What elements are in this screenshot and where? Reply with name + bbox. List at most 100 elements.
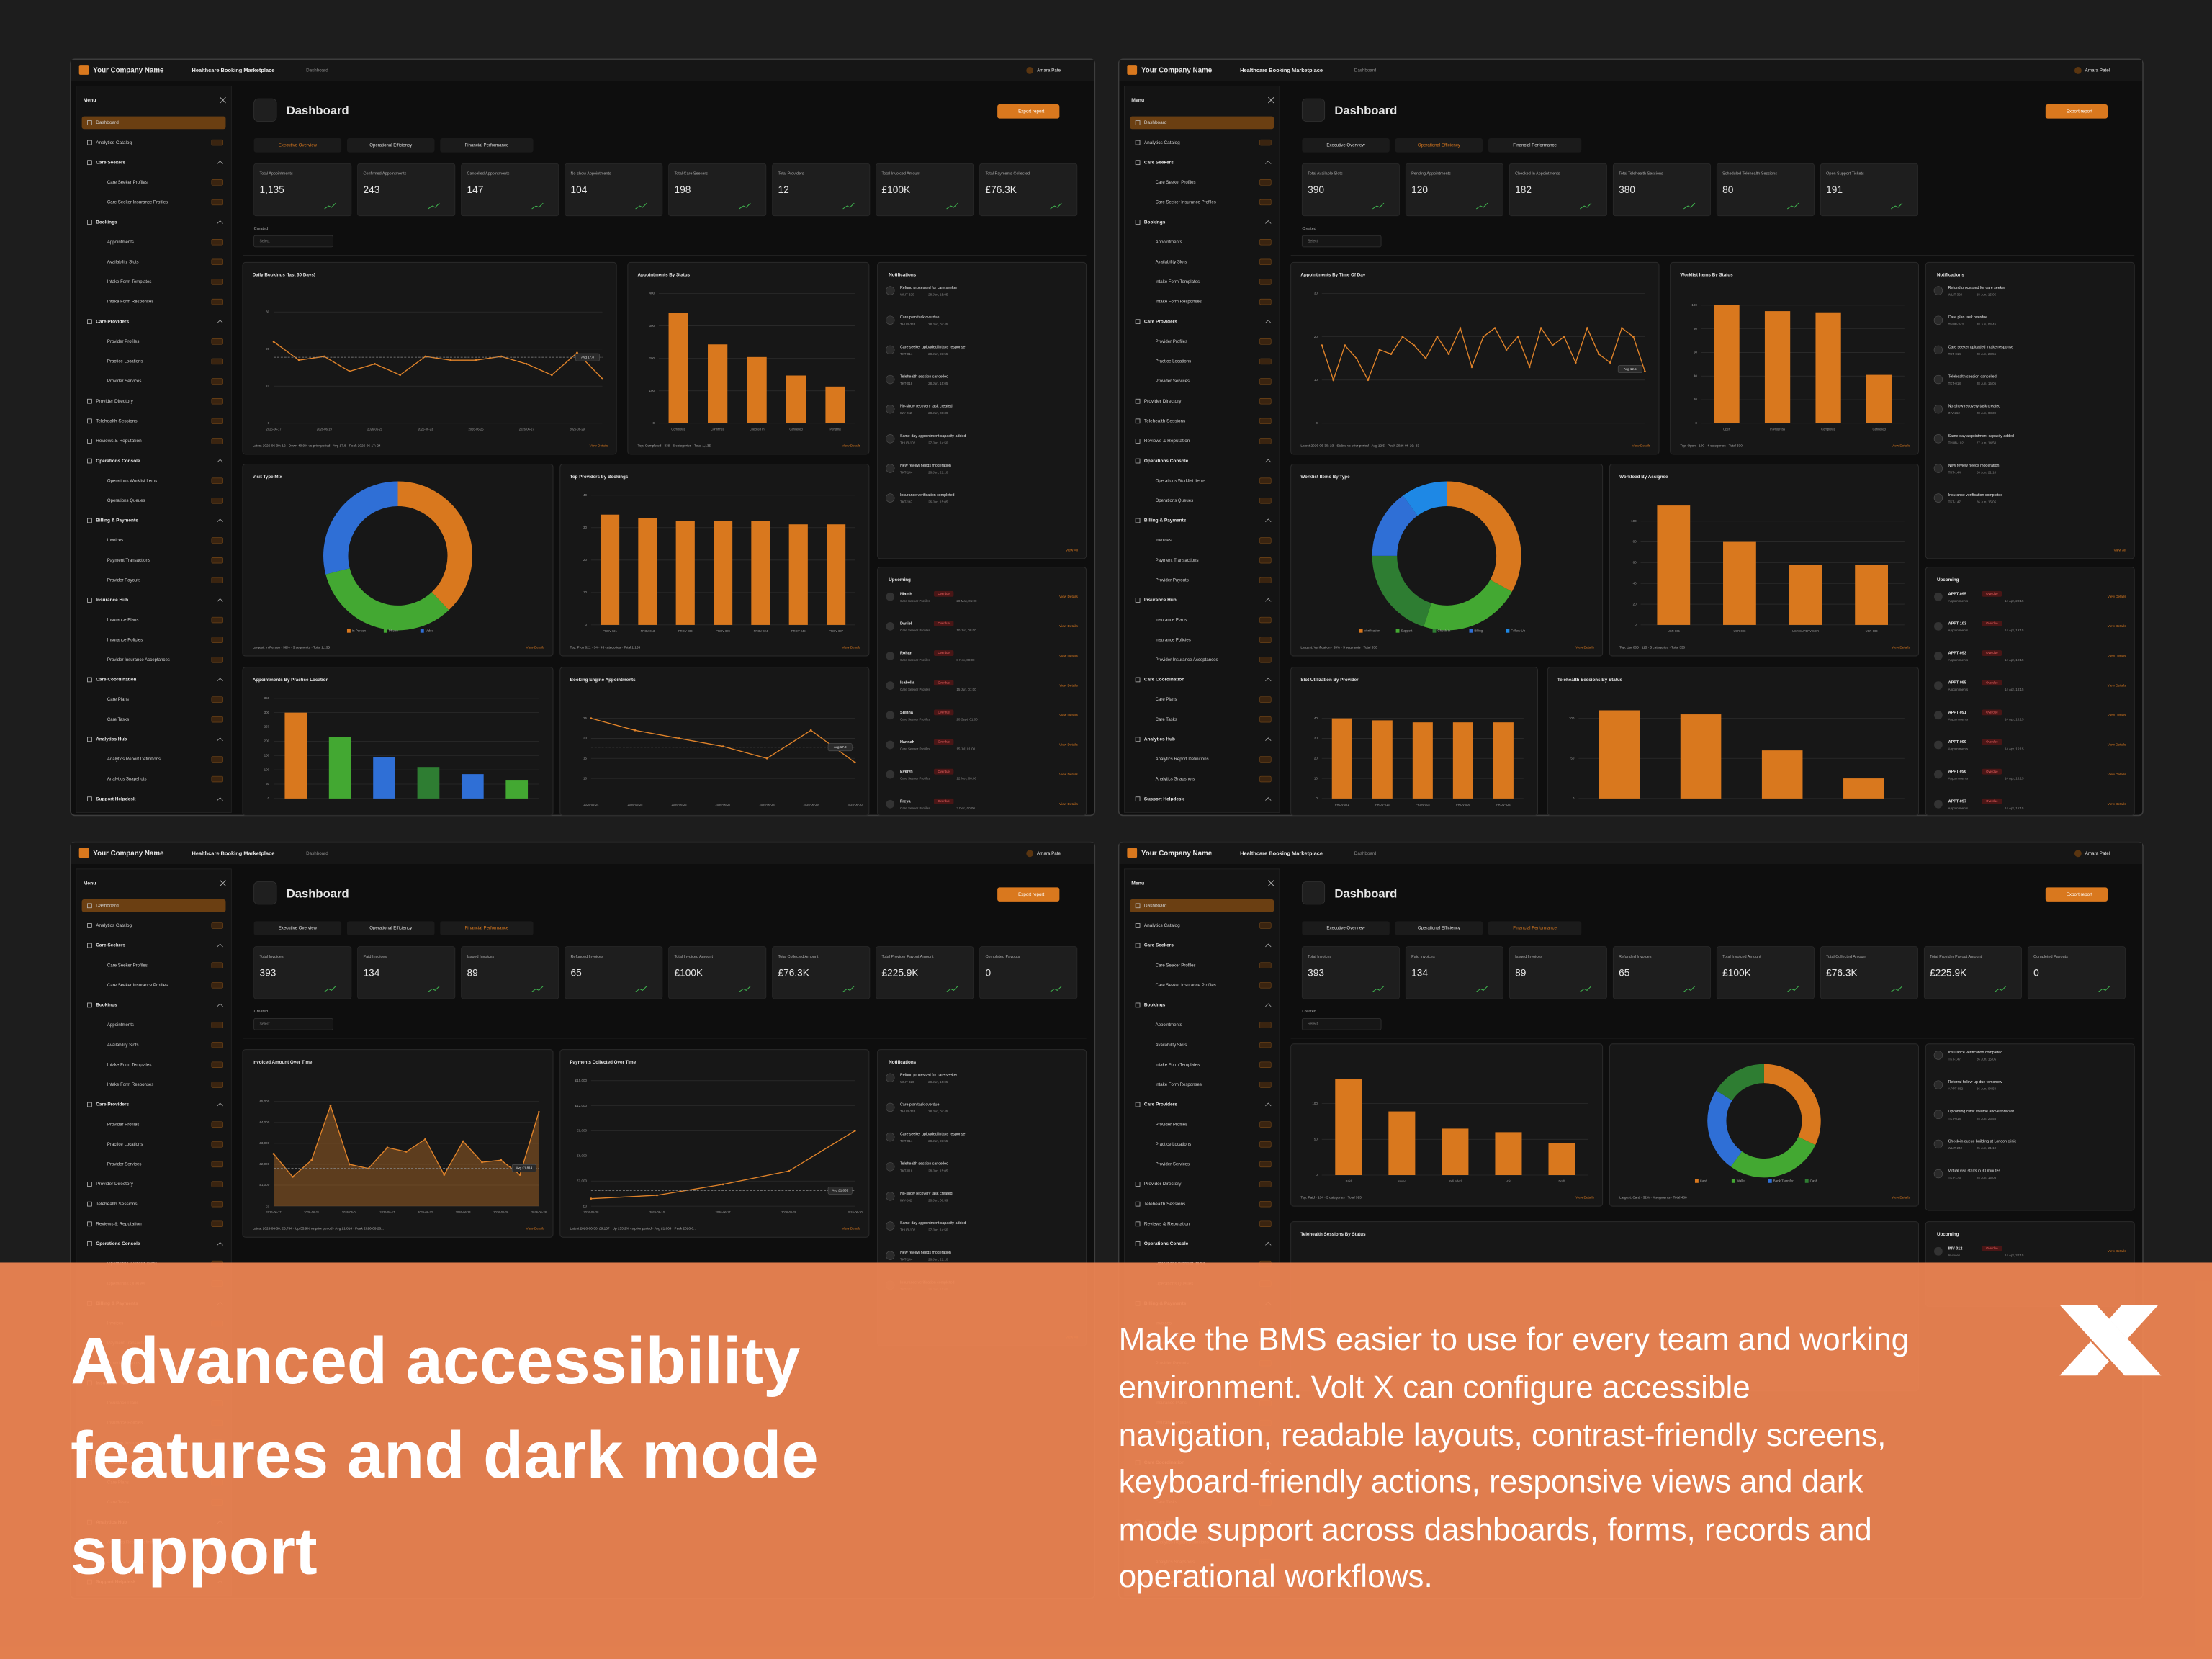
view-details-link[interactable]: View Details (1059, 802, 1078, 806)
view-all-link[interactable]: View All (1066, 548, 1078, 552)
upcoming-name[interactable]: APPT-091 (1948, 711, 1966, 715)
menu-item[interactable]: Practice Locations (107, 360, 143, 364)
view-details-link[interactable]: View Details (2108, 743, 2126, 747)
notification-title[interactable]: No-show recovery task created (900, 1192, 953, 1196)
notification-title[interactable]: Refund processed for care seeker (900, 1073, 958, 1077)
export-button[interactable] (2045, 104, 2108, 119)
menu-group[interactable]: Care Providers (1144, 319, 1177, 324)
view-details-link[interactable]: View Details (526, 1227, 545, 1231)
menu-item[interactable]: Availability Slots (107, 1043, 139, 1048)
notification-title[interactable]: Same-day appointment capacity added (1948, 434, 2014, 439)
menu-item[interactable]: Dashboard (96, 120, 119, 125)
menu-item[interactable]: Intake Form Templates (1156, 1063, 1200, 1067)
menu-item[interactable]: Payment Transactions (1156, 559, 1199, 563)
notification-title[interactable]: Care plan task overdue (1948, 315, 1988, 320)
menu-group[interactable]: Care Seekers (96, 943, 125, 948)
view-details-link[interactable]: View Details (526, 645, 545, 649)
menu-item[interactable]: Intake Form Responses (1156, 300, 1202, 305)
menu-group[interactable]: Care Coordination (96, 678, 136, 683)
menu-item[interactable]: Invoices (1156, 539, 1172, 543)
view-details-link[interactable]: View Details (2108, 654, 2126, 657)
menu-item[interactable]: Reviews & Reputation (96, 1221, 142, 1226)
notification-title[interactable]: Care seeker uploaded intake response (1948, 345, 2014, 349)
tab[interactable] (1395, 138, 1483, 153)
menu-item[interactable]: Care Seeker Insurance Profiles (1156, 201, 1216, 205)
menu-item[interactable]: Payment Transactions (107, 559, 150, 563)
tab-label[interactable]: Financial Performance (465, 143, 509, 148)
notification-title[interactable]: No-show recovery task created (1948, 405, 2001, 409)
view-details-link[interactable]: View Details (2108, 624, 2126, 628)
menu-group[interactable]: Bookings (96, 1003, 117, 1008)
export-button[interactable] (2045, 887, 2108, 902)
view-details-link[interactable]: View Details (2108, 714, 2126, 717)
filter-select[interactable] (1301, 235, 1382, 248)
menu-item[interactable]: Provider Services (1156, 379, 1190, 384)
tab-label[interactable]: Executive Overview (279, 143, 318, 148)
upcoming-name[interactable]: Hannah (900, 740, 914, 745)
view-details-link[interactable]: View Details (1059, 773, 1078, 776)
menu-item[interactable]: Provider Profiles (1156, 1123, 1187, 1127)
tab-label[interactable]: Executive Overview (1326, 143, 1365, 148)
tab[interactable] (253, 138, 342, 153)
menu-item[interactable]: Availability Slots (107, 260, 139, 264)
menu-item[interactable]: Appointments (1156, 240, 1182, 245)
menu-group[interactable]: Care Seekers (1144, 160, 1174, 165)
menu-item[interactable]: Reviews & Reputation (1144, 1221, 1190, 1226)
menu-group[interactable]: Billing & Payments (96, 518, 138, 523)
notification-title[interactable]: Same-day appointment capacity added (900, 1221, 966, 1226)
upcoming-name[interactable]: APPT-095 (1948, 681, 1966, 685)
tab-label[interactable]: Financial Performance (1513, 927, 1557, 931)
menu-item[interactable]: Provider Services (107, 379, 142, 384)
view-details-link[interactable]: View Details (1059, 743, 1078, 747)
notification-title[interactable]: Upcoming clinic volume above forecast (1948, 1110, 2015, 1114)
notification-title[interactable]: Same-day appointment capacity added (900, 434, 966, 439)
notification-title[interactable]: Refund processed for care seeker (900, 286, 958, 290)
notification-title[interactable]: Virtual visit starts in 30 minutes (1948, 1169, 2001, 1174)
menu-item[interactable]: Provider Directory (96, 399, 133, 404)
menu-item[interactable]: Operations Queues (107, 499, 145, 503)
upcoming-name[interactable]: APPT-099 (1948, 740, 1966, 745)
menu-item[interactable]: Analytics Catalog (1144, 140, 1180, 145)
menu-group[interactable]: Billing & Payments (1144, 518, 1187, 523)
notification-title[interactable]: Care seeker uploaded intake response (900, 1133, 966, 1137)
tab-label[interactable]: Operational Efficiency (1418, 927, 1461, 931)
filter-select[interactable] (253, 235, 333, 248)
view-details-link[interactable]: View Details (842, 444, 860, 447)
menu-item[interactable]: Invoices (107, 539, 123, 543)
upcoming-name[interactable]: Freya (900, 799, 912, 804)
menu-item[interactable]: Care Seeker Profiles (107, 963, 148, 968)
filter-placeholder[interactable]: Select (259, 1022, 270, 1027)
tab-label[interactable]: Executive Overview (1326, 927, 1365, 931)
menu-group[interactable]: Insurance Hub (1144, 598, 1177, 603)
tab[interactable] (1488, 138, 1582, 153)
menu-item[interactable]: Dashboard (96, 903, 119, 908)
upcoming-name[interactable]: Isabella (900, 681, 915, 685)
menu-item[interactable]: Availability Slots (1156, 1043, 1187, 1048)
user-name[interactable]: Amara Patel (2085, 851, 2110, 856)
upcoming-name[interactable]: Sienna (900, 711, 914, 715)
menu-group[interactable]: Support Helpdesk (1144, 796, 1184, 801)
tab[interactable] (1395, 921, 1483, 935)
upcoming-name[interactable]: Evelyn (900, 770, 913, 774)
notification-title[interactable]: Insurance verification completed (900, 493, 955, 498)
view-details-link[interactable]: View Details (1575, 645, 1594, 649)
view-details-link[interactable]: View Details (590, 444, 608, 447)
tab-label[interactable]: Operational Efficiency (369, 143, 413, 148)
upcoming-name[interactable]: Rohan (900, 652, 912, 656)
upcoming-name[interactable]: Daniel (900, 621, 912, 626)
menu-item[interactable]: Care Plans (1156, 698, 1177, 702)
notification-title[interactable]: New review needs moderation (900, 464, 951, 468)
menu-item[interactable]: Care Seeker Insurance Profiles (107, 984, 168, 988)
tab-label[interactable]: Operational Efficiency (369, 927, 413, 931)
menu-group[interactable]: Operations Console (1144, 1241, 1189, 1246)
notification-title[interactable]: Telehealth session cancelled (1948, 374, 1997, 379)
menu-item[interactable]: Care Tasks (1156, 718, 1177, 722)
notification-title[interactable]: New review needs moderation (900, 1251, 951, 1255)
menu-item[interactable]: Provider Insurance Acceptances (107, 658, 170, 662)
menu-item[interactable]: Appointments (107, 1023, 134, 1028)
tab[interactable] (1302, 138, 1390, 153)
export-button-label[interactable]: Export report (1018, 109, 1044, 114)
menu-item[interactable]: Practice Locations (107, 1143, 143, 1147)
menu-item[interactable]: Reviews & Reputation (1144, 439, 1190, 444)
tab[interactable] (1302, 921, 1390, 935)
